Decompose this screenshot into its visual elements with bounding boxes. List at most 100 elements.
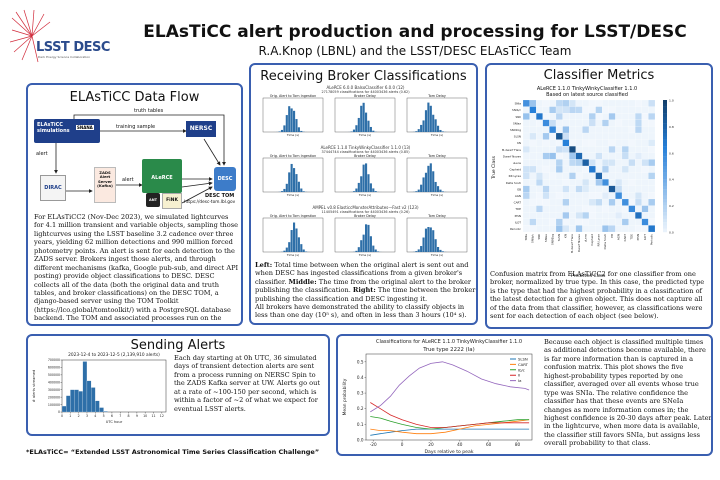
cm-cell bbox=[595, 159, 603, 167]
poster-title: ELAsTiCC alert production and processing… bbox=[143, 22, 687, 42]
cm-cell bbox=[542, 225, 550, 233]
cm-row-label: AGN bbox=[515, 194, 521, 198]
cm-cell bbox=[569, 192, 576, 200]
cm-cell bbox=[562, 126, 570, 134]
cm-cell bbox=[582, 165, 590, 173]
cm-cell bbox=[555, 119, 563, 127]
cm-cell bbox=[641, 179, 649, 186]
cm-col-label: M-dwarf Flare bbox=[570, 234, 574, 253]
cm-cell bbox=[582, 159, 590, 167]
cm-cell bbox=[648, 198, 656, 206]
cm-cell bbox=[621, 126, 629, 134]
cm-cell bbox=[635, 218, 642, 226]
cm-cell bbox=[588, 99, 596, 107]
cm-cell bbox=[522, 165, 530, 173]
desc-tom-box: DESC bbox=[214, 167, 236, 191]
cm-cell bbox=[608, 198, 616, 206]
cm-cell bbox=[522, 146, 530, 153]
broker-row-plots: Orig. Alert to Tom Ingestion Time (s) Brok… bbox=[262, 214, 468, 257]
cm-cell bbox=[542, 185, 550, 193]
cm-cell bbox=[542, 139, 550, 147]
cm-cell bbox=[575, 99, 583, 107]
cm-cell bbox=[628, 179, 636, 186]
cm-cell bbox=[648, 185, 656, 193]
cm-cell bbox=[648, 179, 656, 186]
cm-cell bbox=[635, 225, 642, 233]
broker-hist-bar bbox=[293, 222, 296, 252]
cm-cell bbox=[536, 159, 543, 167]
colorbar-segment bbox=[663, 116, 667, 120]
alerts-xtick-label: 11 bbox=[151, 414, 155, 418]
cm-cell bbox=[529, 99, 537, 107]
alerts-ytick-label: 600000 bbox=[48, 366, 60, 370]
cm-cell bbox=[615, 113, 623, 120]
alerts-xtick-label: 8 bbox=[128, 414, 130, 418]
cm-cell bbox=[569, 113, 576, 120]
prob-ylabel: Mean probability bbox=[342, 378, 348, 415]
colorbar-segment bbox=[663, 152, 667, 157]
cm-cell bbox=[615, 185, 623, 193]
cm-cell bbox=[549, 185, 557, 193]
broker-hist-bar bbox=[439, 189, 442, 192]
cm-cell bbox=[569, 205, 576, 213]
cm-cell bbox=[608, 146, 616, 153]
cm-cell bbox=[635, 152, 642, 160]
cm-cell bbox=[635, 159, 642, 167]
cm-cell bbox=[648, 205, 656, 213]
broker-hist-bar bbox=[415, 191, 418, 192]
broker-hist-bar bbox=[427, 227, 430, 252]
cm-cell bbox=[575, 165, 583, 173]
broker-hist-bar bbox=[297, 127, 300, 132]
cm-cell bbox=[628, 205, 636, 213]
colorbar-segment bbox=[663, 189, 667, 193]
cm-cell bbox=[542, 172, 550, 180]
cm-cell bbox=[582, 152, 590, 160]
cm-cell bbox=[549, 113, 557, 120]
broker-axis-label: Time (s) bbox=[358, 253, 371, 257]
cm-cell bbox=[555, 205, 563, 213]
cm-col-label: AGN bbox=[616, 234, 620, 240]
cm-cell bbox=[602, 99, 609, 107]
cm-cell bbox=[582, 113, 590, 120]
cm-cell bbox=[635, 172, 642, 180]
cm-cell bbox=[615, 225, 623, 233]
alerts-ytick-label: 700000 bbox=[48, 358, 60, 362]
cm-cell bbox=[575, 132, 583, 140]
prob-ytick-label: 0.5 bbox=[357, 359, 364, 364]
broker-hist-bar bbox=[441, 191, 444, 192]
broker-hist-bar bbox=[415, 251, 418, 252]
cm-cell bbox=[555, 225, 563, 233]
broker-hist-bar bbox=[377, 251, 380, 252]
prob-chart-subtitle: True type 2222 (Ia) bbox=[422, 347, 474, 353]
cm-cell bbox=[542, 212, 550, 219]
cm-cell bbox=[628, 159, 636, 167]
broker-hist-bar bbox=[439, 249, 442, 252]
cm-cell bbox=[628, 139, 636, 147]
cm-cell bbox=[536, 225, 543, 233]
cm-cell bbox=[575, 159, 583, 167]
broker-hist-bar bbox=[357, 247, 360, 252]
broker-hist-bar bbox=[367, 120, 370, 132]
cm-cell bbox=[562, 205, 570, 213]
broker-axis-label: Time (s) bbox=[430, 253, 443, 257]
colorbar-segment bbox=[663, 123, 667, 127]
cm-cell bbox=[529, 225, 537, 233]
prob-series-line bbox=[370, 428, 530, 436]
cm-cell bbox=[588, 212, 596, 219]
broker-plot-title: Tom Delay bbox=[427, 214, 446, 218]
broker-hist-bar bbox=[420, 124, 423, 132]
broker-hist-bar bbox=[372, 245, 375, 252]
broker-row-sublabel: 11405491 classifications for 44003436 al… bbox=[321, 210, 410, 214]
colorbar-segment bbox=[663, 129, 667, 134]
cm-cell bbox=[555, 99, 563, 107]
cm-cell bbox=[621, 119, 629, 127]
cm-cell bbox=[522, 225, 530, 233]
cm-cell bbox=[542, 106, 550, 114]
caption-left-label: Left: bbox=[255, 261, 273, 269]
colorbar-segment bbox=[663, 175, 667, 180]
cm-cell bbox=[575, 146, 583, 153]
cm-col-label: SN91bg bbox=[550, 234, 554, 245]
cm-cell bbox=[615, 218, 623, 226]
cm-cell bbox=[608, 205, 616, 213]
